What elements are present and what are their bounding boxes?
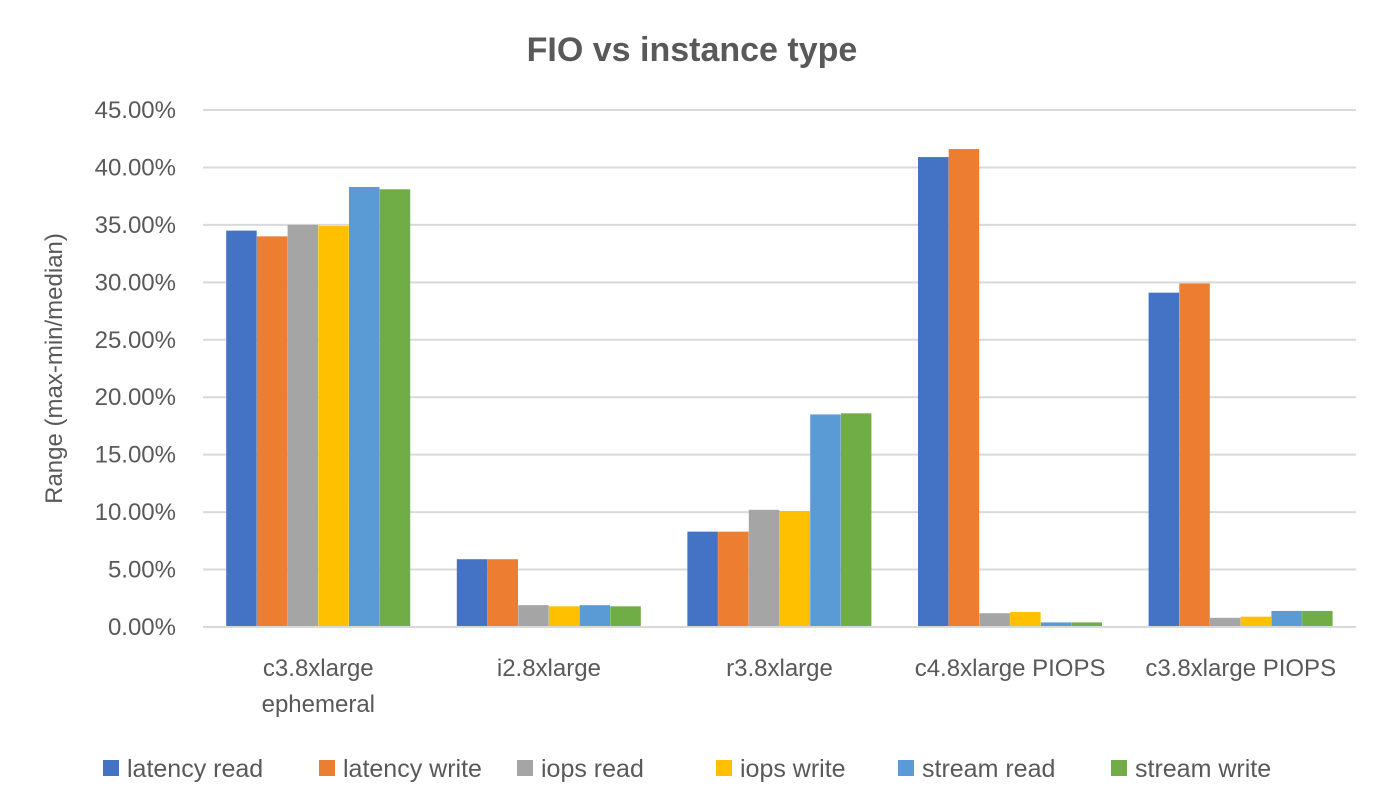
x-category-label-line: c4.8xlarge PIOPS (915, 655, 1106, 682)
bar-stream-read (810, 414, 841, 627)
y-tick-label: 40.00% (95, 154, 176, 181)
bar-stream-read (349, 186, 380, 627)
x-category-label-line: c3.8xlarge PIOPS (1145, 655, 1336, 682)
legend-item: iops write (716, 755, 846, 783)
legend-label: latency write (343, 755, 482, 783)
x-category-label-line: ephemeral (262, 691, 375, 718)
legend-label: iops read (541, 755, 644, 783)
y-axis-ticks: 0.00% 5.00% 10.00% 15.00% 20.00% 25.00% 30.00%… (95, 97, 176, 641)
y-tick-label: 20.00% (95, 384, 176, 411)
legend-item: iops read (517, 755, 644, 783)
bar-iops-read (1210, 617, 1241, 627)
x-category-label-line: i2.8xlarge (497, 655, 601, 682)
legend-swatch (716, 760, 732, 776)
legend-label: latency read (127, 755, 263, 783)
legend-item: stream read (898, 755, 1055, 783)
bar-latency-read (1148, 292, 1180, 627)
legend-swatch (517, 760, 533, 776)
bar-iops-write (1010, 612, 1041, 627)
x-category-label: c3.8xlarge PIOPS (1145, 655, 1336, 682)
legend-label: stream write (1135, 755, 1271, 783)
legend-item: stream write (1111, 755, 1271, 783)
bars (226, 149, 1333, 628)
x-category-label: i2.8xlarge (497, 655, 601, 682)
bar-stream-read (1271, 610, 1302, 627)
bar-iops-write (779, 510, 810, 627)
bar-latency-read (918, 157, 949, 628)
legend: latency read latency write iops read iops w… (103, 755, 1271, 783)
bar-iops-read (287, 224, 319, 627)
x-category-label: c3.8xlarge ephemeral (262, 655, 375, 718)
x-axis-categories: c3.8xlarge ephemeral i2.8xlarge r3.8xlarge c… (262, 655, 1336, 718)
bar-iops-write (1240, 616, 1272, 627)
y-tick-label: 35.00% (95, 212, 176, 239)
y-tick-label: 45.00% (95, 97, 176, 124)
legend-label: iops write (740, 755, 846, 783)
y-tick-label: 30.00% (95, 269, 176, 296)
bar-stream-read (579, 605, 611, 627)
bar-latency-read (687, 531, 718, 627)
bar-latency-write (948, 149, 980, 627)
bar-iops-read (979, 613, 1010, 627)
legend-swatch (103, 760, 119, 776)
bar-latency-read (456, 559, 488, 627)
x-category-label: r3.8xlarge (726, 655, 833, 682)
y-tick-label: 25.00% (95, 327, 176, 354)
bar-latency-write (718, 531, 749, 627)
bar-stream-write (1071, 622, 1102, 627)
bar-stream-read (1040, 622, 1072, 627)
bar-stream-write (610, 606, 641, 627)
bar-iops-read (518, 605, 549, 627)
legend-swatch (319, 760, 335, 776)
x-category-label-line: r3.8xlarge (726, 655, 833, 682)
y-tick-label: 0.00% (108, 614, 176, 641)
bar-stream-write (840, 413, 872, 627)
y-tick-label: 5.00% (108, 557, 176, 584)
bar-iops-read (748, 509, 780, 627)
bar-stream-write (379, 189, 411, 628)
y-tick-label: 15.00% (95, 442, 176, 469)
x-category-label-line: c3.8xlarge (263, 655, 374, 682)
y-axis-title: Range (max-min/median) (41, 233, 68, 504)
x-category-label: c4.8xlarge PIOPS (915, 655, 1106, 682)
bar-latency-read (226, 230, 257, 627)
bar-iops-write (548, 606, 580, 627)
legend-label: stream read (922, 755, 1055, 783)
legend-swatch (1111, 760, 1127, 776)
bar-stream-write (1302, 610, 1333, 627)
chart-title: FIO vs instance type (527, 31, 858, 69)
legend-item: latency write (319, 755, 482, 783)
bar-latency-write (256, 236, 288, 627)
bar-iops-write (318, 226, 349, 627)
y-tick-label: 10.00% (95, 499, 176, 526)
bar-latency-write (1179, 283, 1210, 627)
legend-item: latency read (103, 755, 263, 783)
legend-swatch (898, 760, 914, 776)
bar-latency-write (487, 559, 518, 627)
